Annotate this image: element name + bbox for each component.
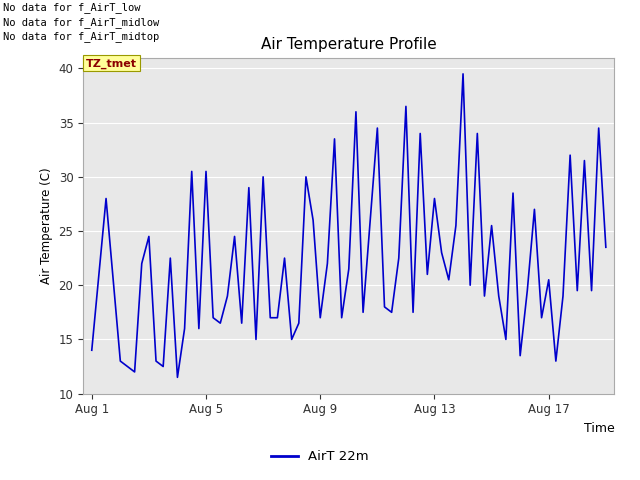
Text: TZ_tmet: TZ_tmet: [86, 58, 137, 69]
X-axis label: Time: Time: [584, 422, 614, 435]
Text: No data for f_AirT_midtop: No data for f_AirT_midtop: [3, 31, 159, 42]
Title: Air Temperature Profile: Air Temperature Profile: [261, 37, 436, 52]
Text: No data for f_AirT_low: No data for f_AirT_low: [3, 2, 141, 13]
Y-axis label: Air Temperature (C): Air Temperature (C): [40, 168, 53, 284]
Text: No data for f_AirT_midlow: No data for f_AirT_midlow: [3, 17, 159, 28]
Legend: AirT 22m: AirT 22m: [266, 445, 374, 468]
